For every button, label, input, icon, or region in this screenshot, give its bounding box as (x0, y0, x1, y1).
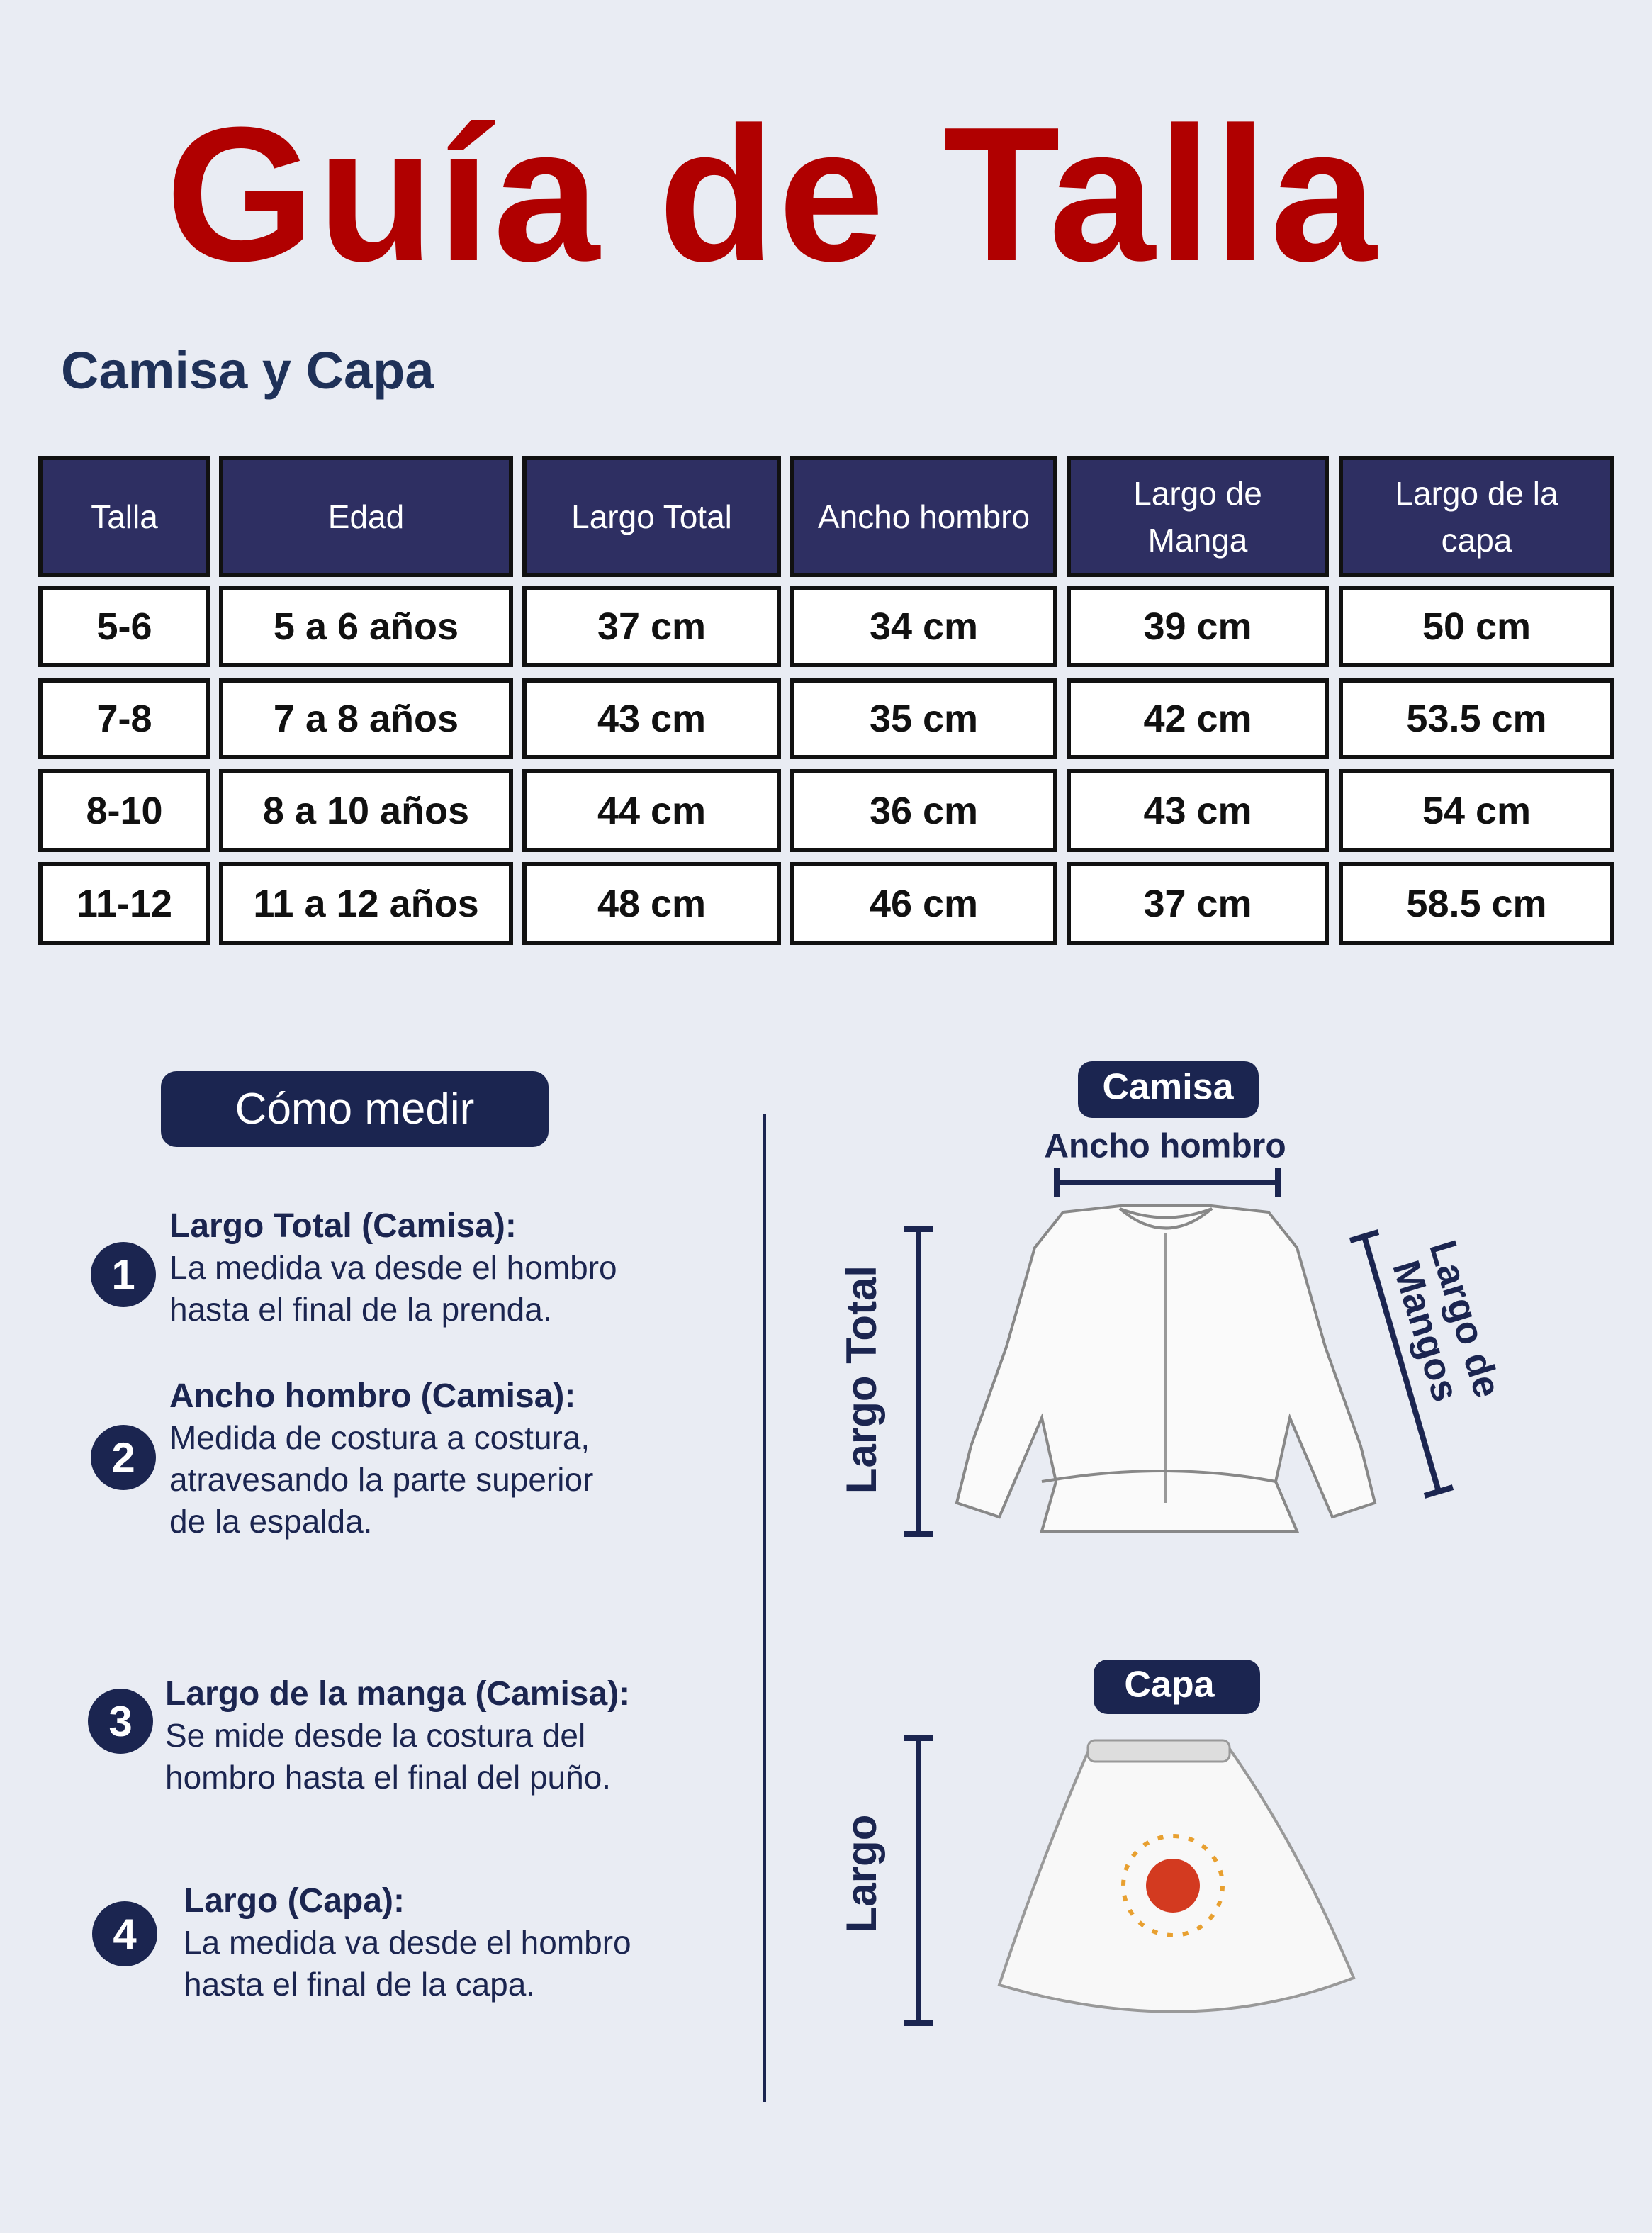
table-cell: 11 a 12 años (219, 862, 513, 945)
table-cell: 5-6 (38, 586, 210, 667)
table-cell: 36 cm (790, 769, 1057, 852)
step-text: Ancho hombro (Camisa): Medida de costura … (169, 1375, 637, 1543)
header-cell: Largo de la capa (1339, 456, 1614, 577)
ancho-bracket (1054, 1168, 1281, 1197)
table-cell: 8 a 10 años (219, 769, 513, 852)
step-heading: Largo Total (Camisa): (169, 1207, 517, 1245)
table-cell: 34 cm (790, 586, 1057, 667)
table-cell: 8-10 (38, 769, 210, 852)
header-cell: Edad (219, 456, 513, 577)
largo-total-label: Largo Total (838, 1265, 885, 1494)
header-cell: Talla (38, 456, 210, 577)
step-text: Largo Total (Camisa): La medida va desde … (169, 1205, 673, 1331)
capa-label: Capa (1124, 1664, 1215, 1706)
largo-bracket (904, 1735, 933, 2026)
table-cell: 46 cm (790, 862, 1057, 945)
header-cell: Ancho hombro (790, 456, 1057, 577)
largo-mangos-label: Largo deMangos (1382, 1236, 1510, 1415)
header-cell: Largo de Manga (1067, 456, 1329, 577)
step-body: La medida va desde el hombro hasta el fi… (169, 1249, 617, 1328)
shirt-drawing (955, 1204, 1377, 1533)
camisa-pill (1078, 1061, 1259, 1118)
step-number: 1 (91, 1242, 156, 1307)
largo-label: Largo (838, 1815, 885, 1933)
subtitle: Camisa y Capa (61, 341, 434, 400)
table-cell: 53.5 cm (1339, 678, 1614, 759)
table-cell: 35 cm (790, 678, 1057, 759)
section-pill: Cómo medir (161, 1071, 549, 1147)
step-number: 2 (91, 1425, 156, 1490)
table-cell: 44 cm (522, 769, 781, 852)
ancho-label: Ancho hombro (1044, 1128, 1286, 1165)
step-heading: Largo de la manga (Camisa): (165, 1675, 631, 1713)
step-number: 4 (92, 1901, 157, 1966)
step-body: Medida de costura a costura, atravesando… (169, 1419, 594, 1540)
step-number: 3 (88, 1689, 153, 1754)
step-text: Largo de la manga (Camisa): Se mide desde… (165, 1673, 661, 1798)
step-body: La medida va desde el hombro hasta el fi… (184, 1924, 631, 2003)
header-cell: Largo Total (522, 456, 781, 577)
table-cell: 54 cm (1339, 769, 1614, 852)
step-heading: Ancho hombro (Camisa): (169, 1377, 576, 1415)
camisa-label: Camisa (1103, 1067, 1235, 1108)
title: Guía de Talla (165, 88, 1380, 301)
table-cell: 7-8 (38, 678, 210, 759)
largo-total-bracket (904, 1226, 933, 1537)
step-heading: Largo (Capa): (184, 1882, 405, 1920)
table-cell: 5 a 6 años (219, 586, 513, 667)
capa-pill (1094, 1660, 1260, 1714)
table-cell: 43 cm (1067, 769, 1329, 852)
table-cell: 37 cm (1067, 862, 1329, 945)
cape-drawing (997, 1739, 1356, 2013)
table-cell: 7 a 8 años (219, 678, 513, 759)
table-cell: 42 cm (1067, 678, 1329, 759)
table-cell: 11-12 (38, 862, 210, 945)
step-text: Largo (Capa): La medida va desde el hombr… (184, 1880, 665, 2005)
table-cell: 37 cm (522, 586, 781, 667)
table-cell: 58.5 cm (1339, 862, 1614, 945)
mangos-bracket (1349, 1229, 1454, 1499)
table-cell: 50 cm (1339, 586, 1614, 667)
table-cell: 48 cm (522, 862, 781, 945)
table-cell: 39 cm (1067, 586, 1329, 667)
step-body: Se mide desde la costura del hombro hast… (165, 1717, 612, 1796)
table-cell: 43 cm (522, 678, 781, 759)
